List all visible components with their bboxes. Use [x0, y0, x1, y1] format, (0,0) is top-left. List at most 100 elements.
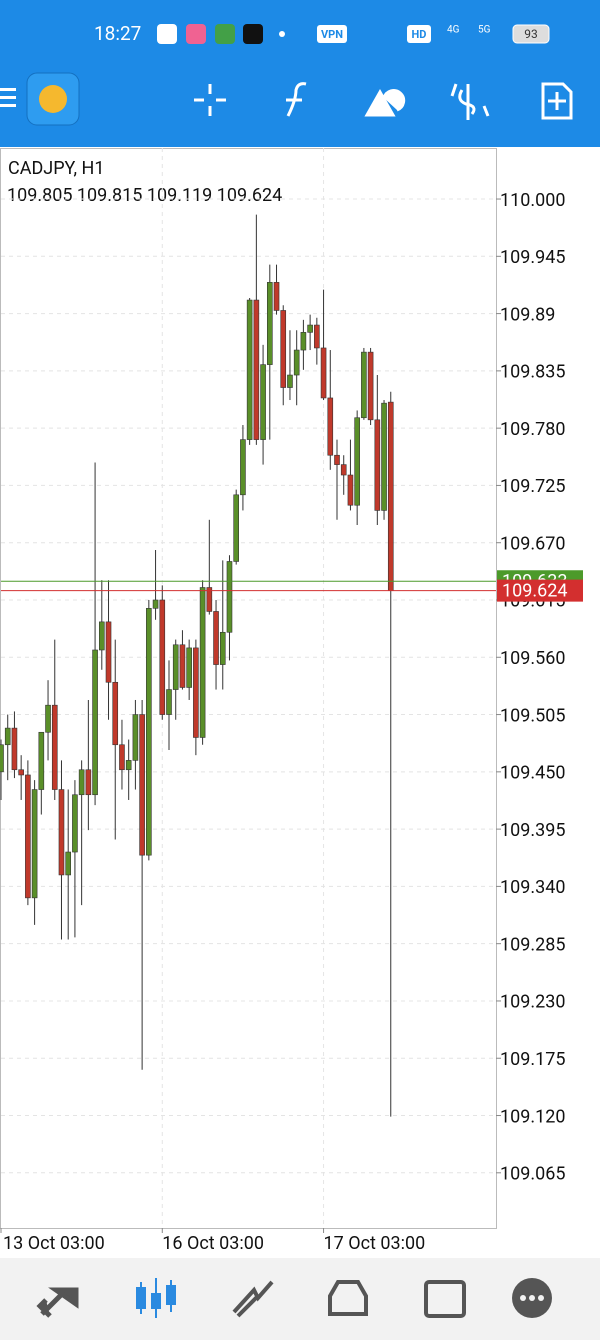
candle-body: [206, 587, 213, 612]
y-tick-label: 109.285: [500, 934, 565, 955]
candle-body: [139, 714, 145, 856]
hd-badge: [407, 25, 431, 43]
candle-body: [51, 704, 58, 790]
candle-body: [387, 401, 394, 591]
candle-body: [65, 851, 71, 876]
nav-news[interactable]: [424, 1280, 466, 1318]
candle-body: [25, 774, 31, 899]
candle-body: [253, 299, 260, 440]
y-tick-label: 109.835: [500, 362, 565, 383]
candle-body: [334, 454, 340, 465]
y-tick-label: 109.340: [500, 877, 565, 898]
candle-body: [146, 608, 152, 856]
crosshair-button[interactable]: [194, 84, 226, 116]
y-tick-label: 109.945: [500, 247, 565, 268]
y-tick-label: 110.000: [500, 190, 565, 211]
indicators-button[interactable]: [286, 82, 307, 117]
x-tick-label: 13 Oct 03:00: [3, 1233, 105, 1254]
candle-body: [72, 794, 78, 853]
nav-chart[interactable]: [136, 1278, 176, 1318]
bottom-nav: [0, 1258, 600, 1340]
candle-body: [246, 299, 253, 440]
candle-body: [38, 731, 45, 790]
last-close: 109.624: [217, 185, 282, 206]
candle-body: [78, 769, 85, 796]
hd-label: HD: [412, 28, 427, 41]
y-tick-label: 109.450: [500, 763, 565, 784]
candle-body: [287, 374, 293, 388]
net-5g: 5G: [478, 25, 491, 36]
y-tick-label: 109.230: [500, 992, 565, 1013]
candle-body: [152, 599, 159, 609]
last-open: 109.805: [7, 185, 72, 206]
y-tick-label: 109.780: [500, 419, 565, 440]
candle-body: [347, 474, 354, 506]
candle-body: [125, 760, 132, 771]
last-high: 109.815: [77, 185, 142, 206]
new-order-button[interactable]: [541, 82, 573, 120]
candle-body: [31, 789, 38, 899]
y-tick-label: 109.505: [500, 705, 565, 726]
header-background: [0, 0, 600, 147]
candle-body: [300, 332, 307, 351]
candle-body: [361, 351, 367, 419]
chart-title: CADJPY, H1: [8, 158, 104, 179]
y-tick-label: 109.725: [500, 476, 565, 497]
candle-body: [58, 789, 65, 876]
candle-body: [119, 744, 125, 771]
y-tick-label: 109.670: [500, 533, 565, 554]
candle-body: [132, 714, 139, 761]
nav-icons: [36, 1278, 552, 1318]
y-tick-label: 109.175: [500, 1049, 565, 1070]
candle-body: [293, 349, 300, 376]
x-tick-label: 17 Oct 03:00: [324, 1233, 426, 1254]
candle-body: [374, 419, 381, 511]
nav-history[interactable]: [328, 1280, 368, 1316]
candle-body: [280, 310, 287, 388]
candle-body: [233, 494, 239, 562]
candle-body: [0, 744, 4, 773]
objects-button[interactable]: [364, 88, 406, 117]
candle-body: [172, 644, 179, 690]
candle-body: [179, 644, 186, 688]
plot: [0, 148, 496, 1228]
trade-button[interactable]: [450, 83, 490, 120]
last-low: 109.119: [147, 185, 212, 206]
candle-body: [314, 324, 320, 349]
battery-level: 93: [524, 27, 538, 41]
y-tick-label: 109.120: [500, 1106, 565, 1127]
candle-body: [381, 402, 387, 511]
candle-body: [105, 621, 112, 683]
price-tag-label: 109.624: [502, 580, 567, 601]
candle-body: [307, 324, 313, 333]
candle-body: [85, 769, 92, 796]
candle-body: [18, 769, 24, 776]
candle-body: [240, 439, 246, 496]
status-time: 18:27: [94, 22, 141, 45]
candle-body: [260, 364, 266, 440]
logo-mark: [39, 85, 67, 113]
ohlc-readout: 109.805 109.815 109.119 109.624: [7, 185, 282, 206]
candle-body: [11, 727, 18, 771]
y-tick-label: 109.560: [500, 648, 565, 669]
vpn-label: VPN: [321, 28, 343, 41]
candle-body: [266, 282, 273, 365]
y-tick-label: 109.395: [500, 820, 565, 841]
candle-body: [340, 464, 347, 476]
x-tick-label: 16 Oct 03:00: [162, 1233, 264, 1254]
y-tick-label: 109.89: [500, 304, 555, 325]
candle-body: [186, 647, 192, 688]
nav-trade[interactable]: [232, 1280, 274, 1318]
candle-body: [159, 599, 166, 715]
price-tag: [497, 579, 583, 602]
menu-button[interactable]: [0, 88, 16, 107]
nav-quotes[interactable]: [36, 1287, 79, 1318]
y-tick-label: 109.065: [500, 1164, 565, 1185]
candle-body: [45, 704, 51, 733]
candle-body: [320, 347, 327, 399]
candle-body: [226, 561, 233, 633]
candle-body: [199, 587, 206, 738]
candle-body: [327, 397, 334, 456]
status-app-icons: [157, 24, 285, 44]
